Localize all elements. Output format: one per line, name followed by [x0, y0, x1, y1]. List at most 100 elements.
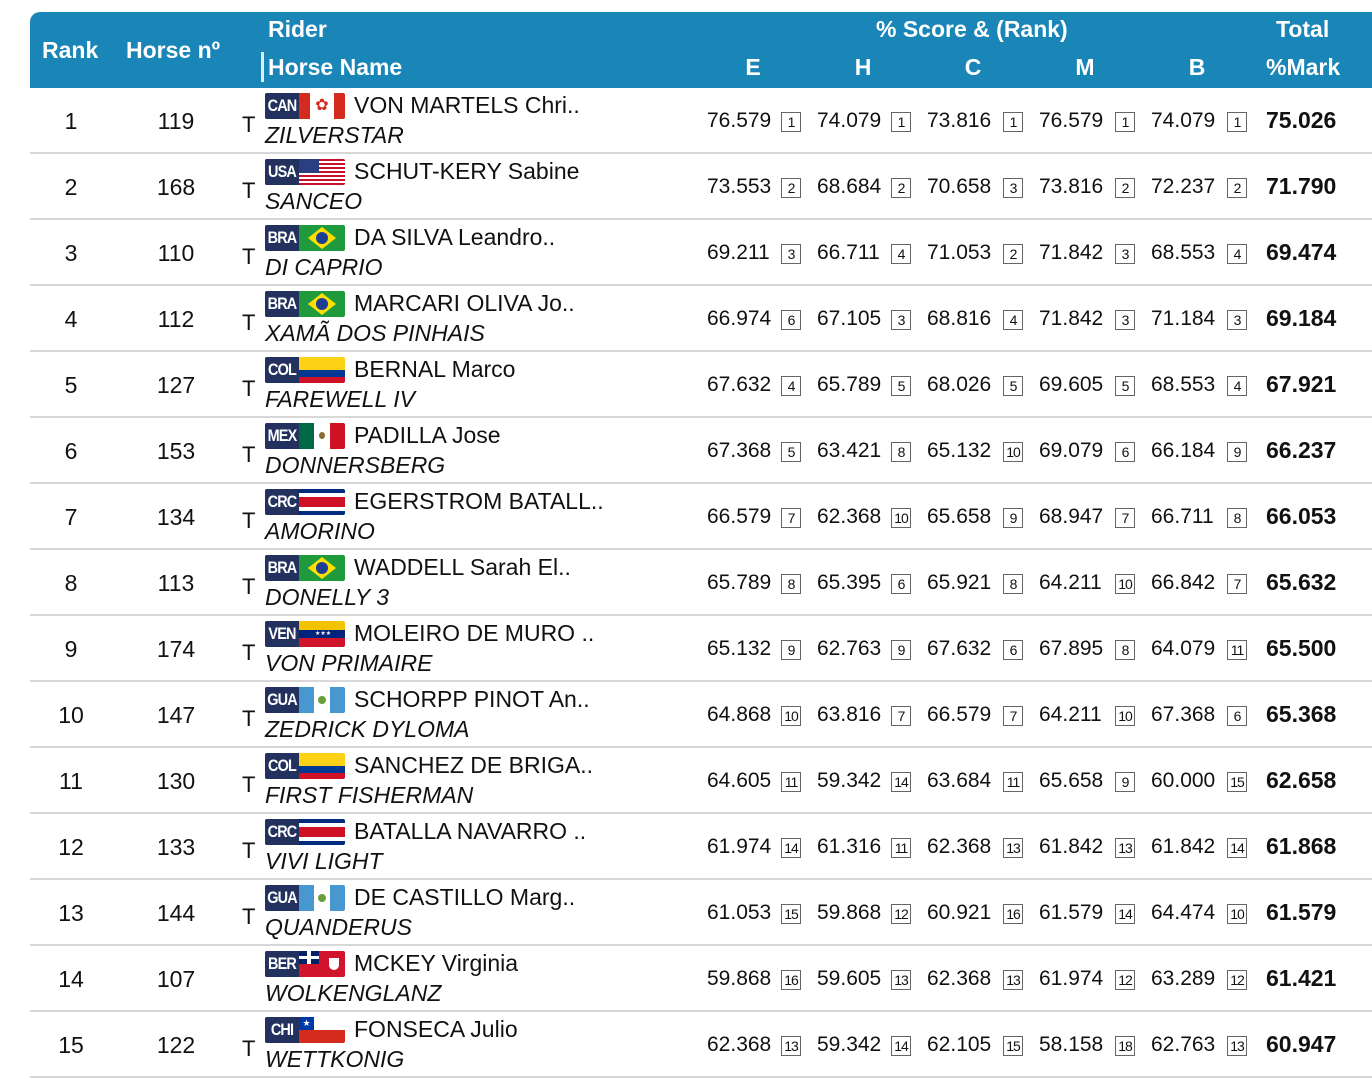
- judge-score: 65.921: [927, 571, 992, 594]
- horse-name-link[interactable]: QUANDERUS: [265, 914, 412, 940]
- nation-code: MEX: [265, 423, 299, 449]
- judge-h-header[interactable]: H: [854, 54, 872, 80]
- judge-score: 65.789: [817, 373, 882, 396]
- judge-c-header[interactable]: C: [964, 54, 982, 80]
- table-row[interactable]: 3 110 T BRA DA SILVA Leandro.. DI CAPRIO 69.21…: [30, 220, 1372, 286]
- judge-score: 71.184: [1151, 307, 1216, 330]
- mark-column-header[interactable]: %Mark: [1266, 54, 1341, 80]
- table-row[interactable]: 4 112 T BRA MARCARI OLIVA Jo.. XAMÃ DOS PINHA…: [30, 286, 1372, 352]
- judge-score: 68.816: [927, 307, 992, 330]
- judge-score: 76.579: [707, 109, 772, 132]
- table-row[interactable]: 2 168 T USA SCHUT-KERY Sabine SANCEO 73.553 2 68…: [30, 154, 1372, 220]
- table-row[interactable]: 6 153 T MEX PADILLA Jose DONNERSBERG 67.368 5 63…: [30, 418, 1372, 484]
- judge-b-header[interactable]: B: [1188, 54, 1206, 80]
- table-row[interactable]: 9 174 T VEN ★★★ MOLEIRO DE MURO .. VON PRIMAIR…: [30, 616, 1372, 682]
- rider-name-link[interactable]: SCHORPP PINOT An..: [354, 686, 590, 712]
- horse-name-link[interactable]: VON PRIMAIRE: [265, 650, 433, 676]
- rider-name-link[interactable]: SANCHEZ DE BRIGA..: [354, 752, 593, 778]
- total-mark-cell: 69.474: [1266, 239, 1337, 265]
- nation-code: GUA: [265, 885, 299, 911]
- judge-rank-badge: 14: [781, 838, 801, 858]
- judge-m-header[interactable]: M: [1075, 54, 1095, 80]
- judge-rank-badge: 3: [1115, 310, 1135, 330]
- table-row[interactable]: 1 119 T CAN ✿ VON MARTELS Chri.. ZILVERSTAR 76.…: [30, 88, 1372, 154]
- horse-name-link[interactable]: AMORINO: [265, 518, 375, 544]
- rider-name-link[interactable]: BERNAL Marco: [354, 356, 516, 382]
- rider-name-link[interactable]: PADILLA Jose: [354, 422, 501, 448]
- judge-rank-badge: 2: [781, 178, 801, 198]
- judge-score: 61.316: [817, 835, 882, 858]
- rider-column-header[interactable]: Rider: [268, 16, 327, 42]
- horse-name-link[interactable]: ZILVERSTAR: [265, 122, 404, 148]
- judge-rank-badge: 10: [1003, 442, 1023, 462]
- rider-name-link[interactable]: WADDELL Sarah El..: [354, 554, 571, 580]
- rank-cell: 10: [58, 702, 84, 728]
- judge-score: 64.079: [1151, 637, 1216, 660]
- judge-score: 67.895: [1039, 637, 1104, 660]
- horse-name-link[interactable]: ZEDRICK DYLOMA: [265, 716, 470, 742]
- table-row[interactable]: 12 133 T CRC BATALLA NAVARRO .. VIVI LIGHT 61.…: [30, 814, 1372, 880]
- nation-code: VEN: [265, 621, 299, 647]
- horse-name-link[interactable]: FIRST FISHERMAN: [265, 782, 474, 808]
- table-row[interactable]: 15 122 T CHI ★ FONSECA Julio WETTKONIG 62.368 13…: [30, 1012, 1372, 1078]
- table-row[interactable]: 11 130 T COL SANCHEZ DE BRIGA.. FIRST FISHERM…: [30, 748, 1372, 814]
- horse-name-link[interactable]: WOLKENGLANZ: [265, 980, 442, 1006]
- horse-name-link[interactable]: DONNERSBERG: [265, 452, 446, 478]
- table-row[interactable]: 14 107 BER MCKEY Virginia WOLKENGLANZ 59.868 1…: [30, 946, 1372, 1012]
- nation-code: CRC: [265, 489, 299, 515]
- table-row[interactable]: 5 127 T COL BERNAL Marco FAREWELL IV 67.632 4 65…: [30, 352, 1372, 418]
- judge-score: 62.763: [1151, 1033, 1216, 1056]
- judge-rank-badge: 3: [891, 310, 911, 330]
- judge-score: 70.658: [927, 175, 992, 198]
- horse-name-link[interactable]: VIVI LIGHT: [265, 848, 383, 874]
- horse-number-cell: 144: [156, 900, 196, 926]
- total-mark-cell: 67.921: [1266, 371, 1337, 397]
- total-column-header[interactable]: Total: [1276, 16, 1330, 42]
- flag-graphic: [299, 357, 345, 383]
- table-row[interactable]: 10 147 T GUA SCHORPP PINOT An.. ZEDRICK DYLOM…: [30, 682, 1372, 748]
- judge-rank-badge: 16: [1003, 904, 1023, 924]
- rider-name-link[interactable]: DA SILVA Leandro..: [354, 224, 556, 250]
- rider-name-link[interactable]: FONSECA Julio: [354, 1016, 518, 1042]
- judge-score: 59.868: [817, 901, 882, 924]
- judge-score: 69.079: [1039, 439, 1104, 462]
- judge-score: 66.974: [707, 307, 772, 330]
- judge-rank-badge: 6: [781, 310, 801, 330]
- horse-name-link[interactable]: SANCEO: [265, 188, 363, 214]
- horse-name-link[interactable]: WETTKONIG: [265, 1046, 405, 1072]
- horse-name-link[interactable]: DONELLY 3: [265, 584, 390, 610]
- judge-score: 60.000: [1151, 769, 1216, 792]
- rank-cell: 2: [64, 174, 78, 200]
- judge-score: 62.368: [927, 967, 992, 990]
- judge-e-header[interactable]: E: [745, 54, 761, 80]
- judge-rank-badge: 16: [781, 970, 801, 990]
- rider-name-link[interactable]: EGERSTROM BATALL..: [354, 488, 604, 514]
- table-row[interactable]: 8 113 T BRA WADDELL Sarah El.. DONELLY 3 65.78…: [30, 550, 1372, 616]
- judge-score: 64.474: [1151, 901, 1216, 924]
- horse-number-cell: 113: [157, 570, 195, 596]
- horse-name-column-header[interactable]: Horse Name: [268, 54, 403, 80]
- judge-score: 66.711: [1151, 505, 1214, 528]
- horse-number-column-header[interactable]: Horse nº: [126, 37, 221, 63]
- horse-name-link[interactable]: XAMÃ DOS PINHAIS: [265, 320, 485, 346]
- horse-number-cell: 107: [156, 966, 196, 992]
- judge-score: 60.921: [927, 901, 992, 924]
- rider-name-link[interactable]: MCKEY Virginia: [354, 950, 519, 976]
- rank-cell: 9: [64, 636, 78, 662]
- table-row[interactable]: 13 144 T GUA DE CASTILLO Marg.. QUANDERUS 61.0…: [30, 880, 1372, 946]
- judge-rank-badge: 7: [1227, 574, 1247, 594]
- horse-name-link[interactable]: DI CAPRIO: [265, 254, 383, 280]
- rider-name-link[interactable]: MOLEIRO DE MURO ..: [354, 620, 595, 646]
- horse-name-link[interactable]: FAREWELL IV: [265, 386, 415, 412]
- rider-name-link[interactable]: MARCARI OLIVA Jo..: [354, 290, 575, 316]
- rider-name-link[interactable]: BATALLA NAVARRO ..: [354, 818, 587, 844]
- judge-score: 66.579: [707, 505, 772, 528]
- rider-name-link[interactable]: VON MARTELS Chri..: [354, 92, 580, 118]
- rank-column-header[interactable]: Rank: [42, 37, 99, 63]
- rider-name-link[interactable]: DE CASTILLO Marg..: [354, 884, 576, 910]
- flag-graphic: ★★★: [299, 621, 345, 647]
- table-row[interactable]: 7 134 T CRC EGERSTROM BATALL.. AMORINO 66.579 7…: [30, 484, 1372, 550]
- judge-rank-badge: 4: [1003, 310, 1023, 330]
- rider-name-link[interactable]: SCHUT-KERY Sabine: [354, 158, 580, 184]
- nation-flag-icon: USA: [265, 159, 345, 185]
